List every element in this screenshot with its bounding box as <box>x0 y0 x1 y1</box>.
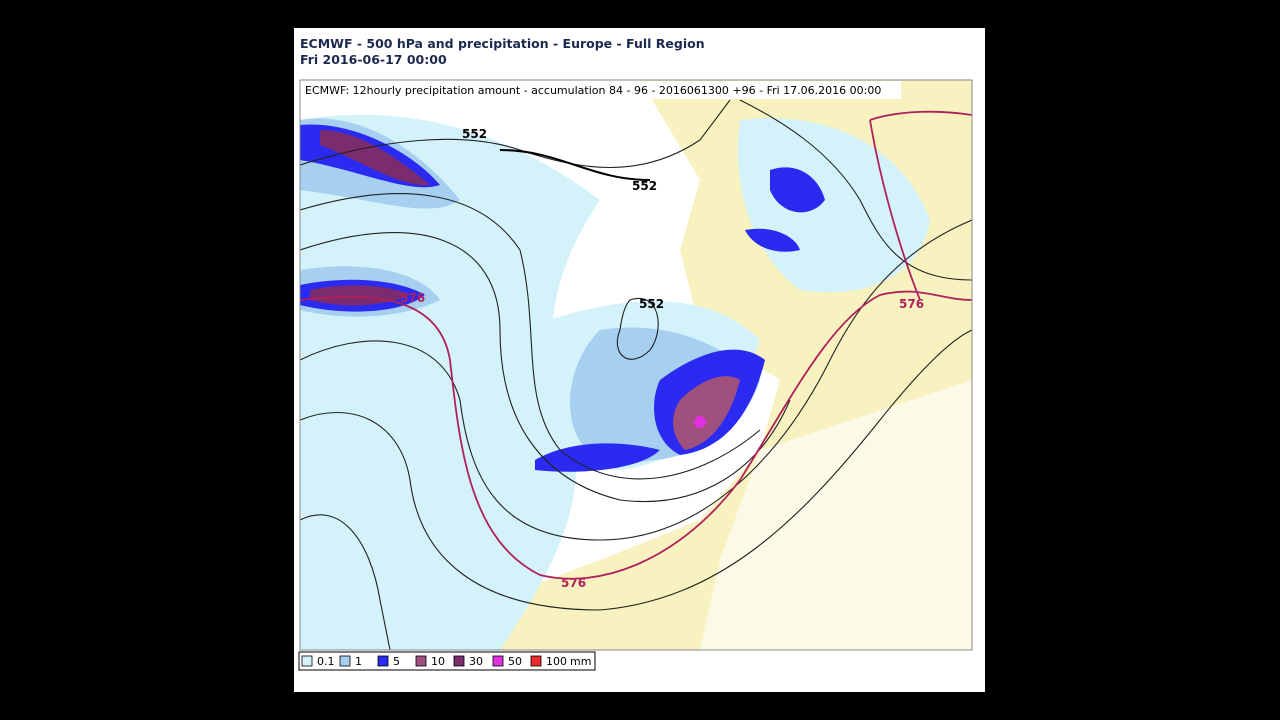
precip-light <box>300 114 600 650</box>
contours <box>300 99 972 650</box>
legend-swatch <box>530 655 542 667</box>
contour-label: 576 <box>400 291 425 305</box>
map-layers <box>300 80 972 650</box>
contour-552 <box>499 149 651 181</box>
legend-frame <box>298 651 596 671</box>
map-title: ECMWF - 500 hPa and precipitation - Euro… <box>300 36 705 51</box>
legend-label: 30 <box>469 655 483 668</box>
legend-swatch <box>415 655 427 667</box>
contour-576 <box>300 290 972 580</box>
map-frame <box>299 79 973 651</box>
legend-swatch <box>377 655 389 667</box>
map-date: Fri 2016-06-17 00:00 <box>300 52 447 67</box>
legend-label: 1 <box>355 655 362 668</box>
legend-label: 100 <box>546 655 567 668</box>
legend-label: 50 <box>508 655 522 668</box>
legend-label: 5 <box>393 655 400 668</box>
contour-label: 576 <box>899 297 924 311</box>
precip-very-heavy <box>673 376 740 450</box>
legend-swatch <box>339 655 351 667</box>
contour-576 <box>869 110 972 301</box>
legend-label: 10 <box>431 655 445 668</box>
legend-swatch <box>492 655 504 667</box>
caption-box <box>301 81 901 99</box>
legend-label: 0.1 <box>317 655 335 668</box>
precip-extreme <box>694 416 706 428</box>
land-dry <box>700 380 972 650</box>
legend: 0.1 1 5 10 30 50 100 mm <box>298 651 596 671</box>
precip-heavy <box>535 443 660 472</box>
contour-labels: 552 552 552 576 576 576 <box>400 127 924 590</box>
contour-label: 552 <box>462 127 487 141</box>
precip-heavy <box>745 167 825 252</box>
contour-label: 552 <box>639 297 664 311</box>
contour-label: 552 <box>632 179 657 193</box>
legend-unit: mm <box>570 655 591 668</box>
precip-very-heavy <box>310 130 430 306</box>
legend-swatch <box>301 655 313 667</box>
legend-swatch <box>453 655 465 667</box>
contour-label: 576 <box>561 576 586 590</box>
map-caption: ECMWF: 12hourly precipitation amount - a… <box>305 84 881 97</box>
